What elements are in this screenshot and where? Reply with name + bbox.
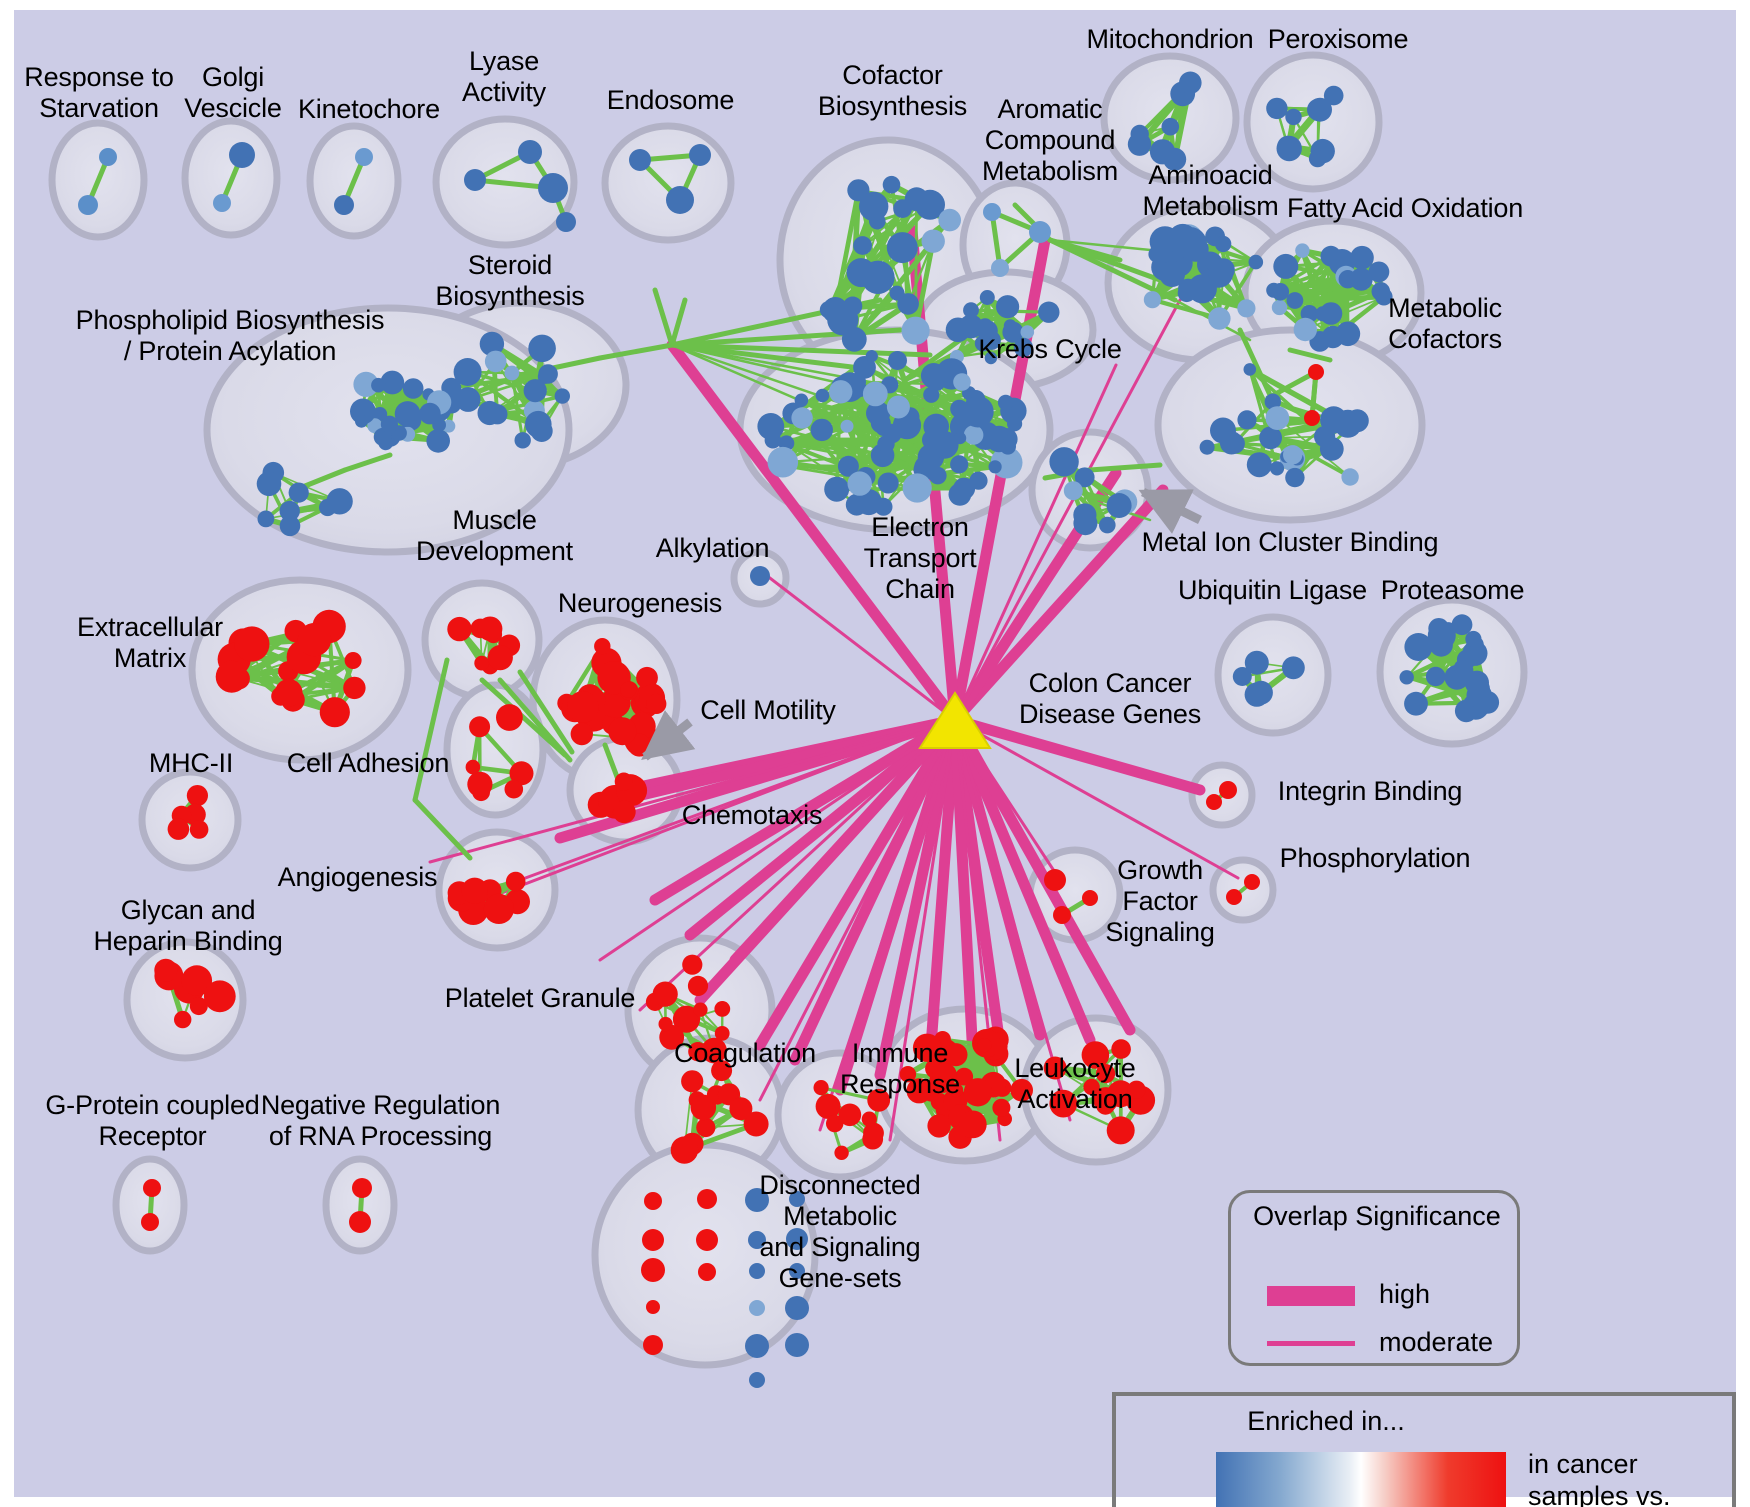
cluster-label-peroxisome: Peroxisome	[1267, 24, 1409, 54]
cluster-label-response-to-starvation: Response to Starvation	[24, 62, 174, 123]
overlap-high-label: high	[1379, 1279, 1431, 1309]
overlap-high-swatch	[1267, 1286, 1355, 1306]
cluster-label-glycan-heparin-binding: Glycan and Heparin Binding	[93, 895, 283, 956]
cluster-label-phospholipid-biosynthesis: Phospholipid Biosynthesis / Protein Acyl…	[75, 305, 385, 366]
cluster-label-cell-adhesion: Cell Adhesion	[286, 748, 450, 778]
cluster-label-endosome: Endosome	[606, 85, 735, 115]
cluster-label-ubiquitin-ligase: Ubiquitin Ligase	[1178, 575, 1367, 605]
cluster-label-coagulation: Coagulation	[674, 1038, 816, 1068]
hub-edges	[428, 224, 1240, 1142]
pointer-arrows	[641, 487, 1202, 761]
cluster-label-alkylation: Alkylation	[655, 533, 770, 563]
gene-set-nodes	[78, 71, 1500, 1388]
cluster-label-lyase-activity: Lyase Activity	[462, 46, 546, 107]
cluster-label-immune-response: Immune Response	[840, 1038, 960, 1099]
bubble-ubiquitin-ligase	[1214, 613, 1332, 737]
cluster-label-leukocyte-activation: Leukocyte Activation	[1014, 1053, 1136, 1114]
enrichment-legend: Enriched in... Down Up in cancer samples…	[1112, 1392, 1736, 1507]
hub-label: Colon Cancer Disease Genes	[1019, 668, 1201, 729]
cluster-label-metabolic-cofactors: Metabolic Cofactors	[1388, 293, 1502, 354]
overlap-significance-legend: Overlap Significance high moderate	[1228, 1190, 1520, 1366]
overlap-moderate-label: moderate	[1379, 1327, 1494, 1357]
cluster-label-proteasome: Proteasome	[1380, 575, 1525, 605]
cluster-label-kinetochore: Kinetochore	[298, 94, 440, 124]
enrichment-colorbar	[1216, 1452, 1506, 1507]
cluster-label-extracellular-matrix: Extracellular Matrix	[77, 612, 223, 673]
overlap-significance-title: Overlap Significance	[1253, 1201, 1501, 1231]
cluster-label-cofactor-biosynthesis: Cofactor Biosynthesis	[817, 60, 968, 121]
cluster-label-platelet-granule: Platelet Granule	[444, 983, 636, 1013]
cluster-label-integrin-binding: Integrin Binding	[1277, 776, 1463, 806]
cluster-label-phosphorylation: Phosphorylation	[1279, 843, 1471, 873]
overlap-moderate-swatch	[1267, 1341, 1355, 1346]
cell-motility-pointer	[641, 710, 696, 761]
enrichment-side-text: in cancer samples vs. controls	[1528, 1449, 1671, 1507]
cluster-label-krebs-cycle: Krebs Cycle	[978, 334, 1122, 364]
cluster-label-steroid-biosynthesis: Steroid Biosynthesis	[435, 250, 585, 311]
cluster-label-aromatic-compound-metabolism: Aromatic Compound Metabolism	[981, 94, 1119, 186]
bubble-cell-adhesion	[443, 681, 547, 819]
cluster-label-metal-ion-cluster-binding: Metal Ion Cluster Binding	[1141, 527, 1439, 557]
cluster-label-chemotaxis: Chemotaxis	[681, 800, 823, 830]
cluster-label-fatty-acid-oxidation: Fatty Acid Oxidation	[1286, 193, 1524, 223]
cluster-label-angiogenesis: Angiogenesis	[277, 862, 438, 892]
cluster-label-negative-regulation-rna: Negative Regulation of RNA Processing	[260, 1090, 501, 1151]
cluster-label-electron-transport-chain: Electron Transport Chain	[863, 512, 977, 604]
enrichment-title: Enriched in...	[1247, 1406, 1405, 1436]
cluster-label-growth-factor-signaling: Growth Factor Signaling	[1105, 855, 1215, 947]
cluster-label-g-protein-coupled-receptor: G-Protein coupled Receptor	[45, 1090, 260, 1151]
cluster-label-golgi-vescicle: Golgi Vescicle	[184, 62, 282, 123]
cluster-label-cell-motility: Cell Motility	[700, 695, 836, 725]
bubble-endosome	[601, 122, 735, 244]
cluster-label-muscle-development: Muscle Development	[416, 505, 573, 566]
cluster-label-aminoacid-metabolism: Aminoacid Metabolism	[1142, 160, 1279, 221]
cluster-label-neurogenesis: Neurogenesis	[557, 588, 723, 618]
cluster-label-mhc-ii: MHC-II	[148, 748, 234, 778]
cluster-label-disconnected-genesets: Disconnected Metabolic and Signaling Gen…	[759, 1170, 921, 1293]
metal-ion-pointer	[1138, 487, 1202, 534]
colon-cancer-hub-triangle[interactable]	[918, 691, 992, 749]
cluster-label-mitochondrion: Mitochondrion	[1086, 24, 1254, 54]
